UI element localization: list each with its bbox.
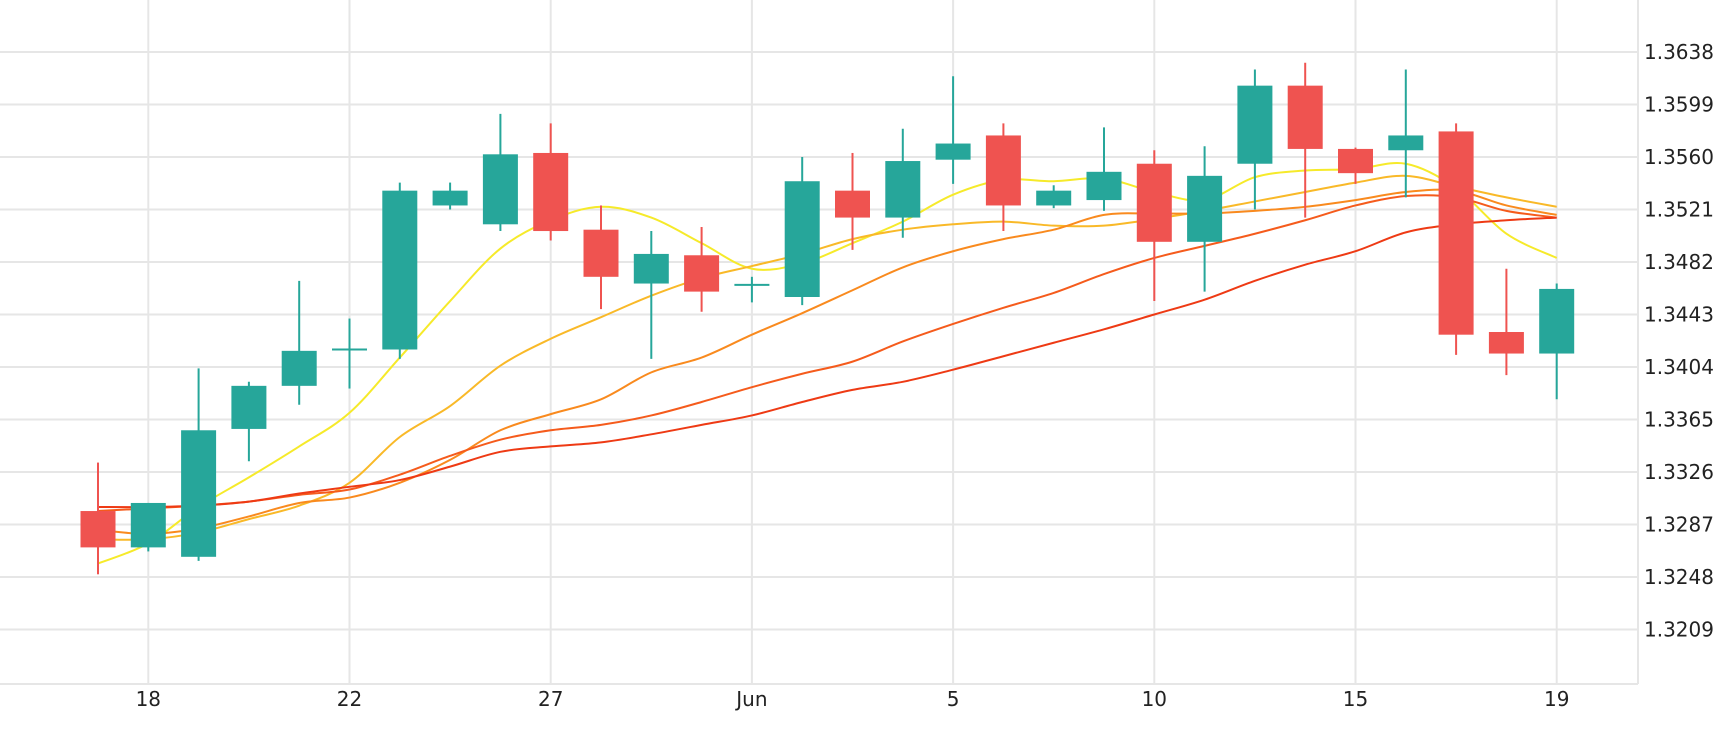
candle-body <box>1438 131 1474 335</box>
y-tick-label: 1.3365 <box>1644 408 1714 432</box>
moving-average-line-1 <box>97 162 1558 565</box>
candle-down <box>1338 147 1373 184</box>
y-tick-label: 1.3287 <box>1644 513 1714 537</box>
candle-up <box>1086 127 1122 211</box>
candle-body <box>181 430 217 557</box>
candle-body <box>1237 85 1273 164</box>
candle-body <box>130 502 166 548</box>
candle-body <box>231 385 267 429</box>
candle-down <box>985 123 1021 232</box>
moving-average-line-5 <box>97 216 1557 509</box>
candle-down <box>533 123 569 241</box>
candle-body <box>432 190 468 206</box>
candle-body <box>885 161 921 218</box>
moving-average-line-3 <box>97 188 1557 535</box>
x-tick-label: 18 <box>136 687 161 711</box>
candle-up <box>130 502 166 552</box>
y-tick-label: 1.3404 <box>1644 355 1714 379</box>
candle-up <box>734 276 770 303</box>
x-tick-label: Jun <box>734 687 767 711</box>
candles <box>80 62 1575 575</box>
candle-body <box>80 511 116 548</box>
candle-body <box>281 350 317 386</box>
y-tick-label: 1.3560 <box>1644 145 1714 169</box>
candle-down <box>835 152 870 250</box>
candle-up <box>935 76 971 184</box>
candle-body <box>583 229 619 277</box>
candle-body <box>1388 135 1424 151</box>
candle-down <box>1488 268 1524 376</box>
candle-up <box>1036 185 1072 209</box>
x-tick-label: 5 <box>947 687 960 711</box>
candle-down <box>80 462 116 575</box>
y-tick-label: 1.3209 <box>1644 618 1714 642</box>
candle-up <box>181 368 217 561</box>
candle-down <box>1438 123 1474 355</box>
candle-up <box>482 113 518 232</box>
y-axis: 1.3209 1.3248 1.3287 1.3326 1.3365 1.3404 1.34… <box>1644 40 1714 642</box>
candle-body <box>1287 85 1323 149</box>
candle-up <box>1237 69 1273 210</box>
candle-down <box>1136 150 1172 302</box>
moving-average-line-2 <box>97 174 1557 541</box>
candle-up <box>1539 283 1575 400</box>
candle-body <box>1086 171 1122 201</box>
y-tick-label: 1.3521 <box>1644 198 1714 222</box>
candle-up <box>231 381 267 462</box>
moving-averages <box>97 162 1558 565</box>
candle-body <box>784 181 820 297</box>
candle-up <box>633 231 669 359</box>
candle-body <box>1036 190 1072 206</box>
y-tick-label: 1.3443 <box>1644 303 1714 327</box>
x-tick-label: 19 <box>1544 687 1569 711</box>
candle-body <box>1338 148 1373 174</box>
candle-body <box>633 253 669 284</box>
candle-body <box>835 190 870 218</box>
x-tick-label: 22 <box>337 687 362 711</box>
y-tick-label: 1.3326 <box>1644 460 1714 484</box>
candle-up <box>885 128 921 238</box>
y-tick-label: 1.3248 <box>1644 565 1714 589</box>
candle-body <box>533 152 569 232</box>
x-tick-label: 27 <box>538 687 563 711</box>
x-tick-label: 15 <box>1343 687 1368 711</box>
candle-body <box>382 190 418 350</box>
candle-up <box>281 280 317 405</box>
candle-up <box>784 157 820 306</box>
candle-body <box>482 154 518 225</box>
grid <box>0 0 1639 685</box>
x-axis: 18 22 27 Jun 5 10 15 19 <box>136 687 1570 711</box>
candle-up <box>382 182 418 359</box>
y-tick-label: 1.3638 <box>1644 40 1714 64</box>
candle-down <box>684 227 720 312</box>
y-tick-label: 1.3482 <box>1644 250 1714 274</box>
candle-body <box>1488 332 1524 354</box>
candle-body <box>1187 175 1223 242</box>
candle-up <box>1187 146 1223 292</box>
candle-body <box>935 143 971 160</box>
candle-down <box>583 205 619 310</box>
candle-up <box>332 318 367 389</box>
moving-average-line-4 <box>97 194 1557 513</box>
candle-down <box>1287 62 1323 218</box>
x-tick-label: 10 <box>1142 687 1167 711</box>
candle-up <box>1388 69 1424 198</box>
candle-body <box>985 135 1021 206</box>
candle-body <box>1539 288 1575 354</box>
y-tick-label: 1.3599 <box>1644 93 1714 117</box>
candle-up <box>432 182 468 210</box>
candle-body <box>1136 163 1172 242</box>
candle-body <box>684 255 720 292</box>
